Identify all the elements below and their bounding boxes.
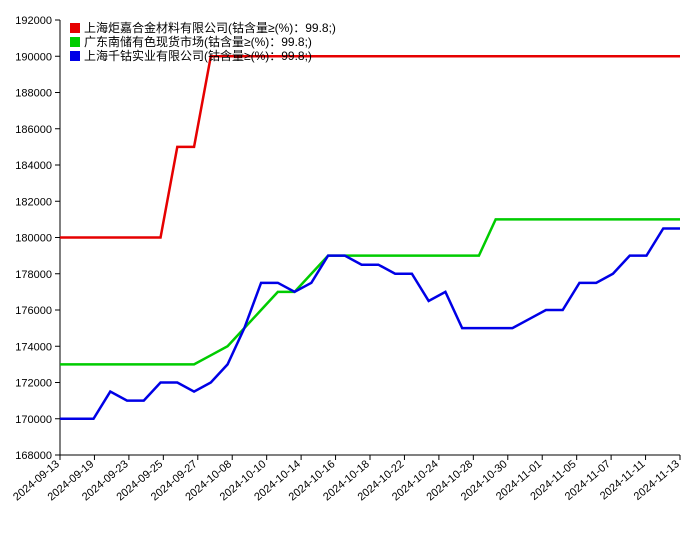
legend-swatch bbox=[70, 37, 80, 47]
svg-text:180000: 180000 bbox=[15, 233, 52, 245]
price-line-chart: 168000 170000 172000 174000 176000 178000 1800… bbox=[0, 0, 700, 550]
svg-text:182000: 182000 bbox=[15, 196, 52, 208]
svg-text:184000: 184000 bbox=[15, 160, 52, 172]
legend-swatch bbox=[70, 51, 80, 61]
svg-text:174000: 174000 bbox=[15, 341, 52, 353]
svg-text:190000: 190000 bbox=[15, 51, 52, 63]
legend-label: 上海千钴实业有限公司(钴含量≥(%)：99.8;) bbox=[84, 48, 312, 63]
legend: 上海炬嘉合金材料有限公司(钴含量≥(%)：99.8;)广东南储有色现货市场(钴含… bbox=[70, 20, 336, 63]
series-line bbox=[60, 219, 680, 364]
svg-text:168000: 168000 bbox=[15, 450, 52, 462]
series-line bbox=[60, 228, 680, 418]
legend-label: 上海炬嘉合金材料有限公司(钴含量≥(%)：99.8;) bbox=[84, 20, 336, 35]
svg-text:172000: 172000 bbox=[15, 378, 52, 390]
legend-label: 广东南储有色现货市场(钴含量≥(%)：99.8;) bbox=[84, 34, 312, 49]
svg-text:178000: 178000 bbox=[15, 269, 52, 281]
svg-text:192000: 192000 bbox=[15, 15, 52, 27]
svg-text:170000: 170000 bbox=[15, 414, 52, 426]
legend-swatch bbox=[70, 23, 80, 33]
series-line bbox=[60, 56, 680, 237]
svg-text:188000: 188000 bbox=[15, 88, 52, 100]
svg-text:186000: 186000 bbox=[15, 124, 52, 136]
svg-text:176000: 176000 bbox=[15, 305, 52, 317]
